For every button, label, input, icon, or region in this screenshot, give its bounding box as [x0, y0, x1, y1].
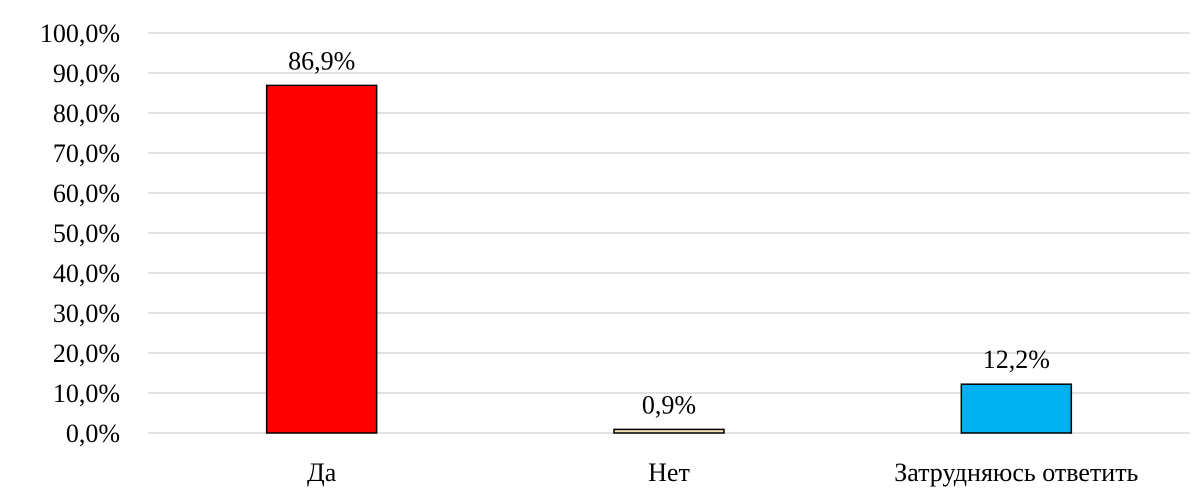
y-tick-label: 60,0%: [53, 179, 120, 208]
bar-value-label: 86,9%: [288, 46, 355, 75]
data-labels: 86,9% 0,9% 12,2%: [288, 46, 1050, 419]
x-category-label: Нет: [648, 458, 690, 487]
y-tick-label: 70,0%: [53, 139, 120, 168]
x-category-label: Да: [307, 458, 337, 487]
y-tick-label: 90,0%: [53, 59, 120, 88]
y-tick-label: 20,0%: [53, 339, 120, 368]
bar: [960, 383, 1073, 434]
y-tick-label: 0,0%: [66, 419, 120, 448]
y-tick-label: 50,0%: [53, 219, 120, 248]
bars: [265, 84, 1073, 434]
y-tick-label: 100,0%: [40, 19, 120, 48]
y-tick-label: 80,0%: [53, 99, 120, 128]
x-category-label: Затрудняюсь ответить: [894, 458, 1138, 487]
bar-value-label: 0,9%: [642, 390, 696, 419]
y-tick-label: 30,0%: [53, 299, 120, 328]
x-axis-labels: Да Нет Затрудняюсь ответить: [307, 458, 1139, 487]
bar: [265, 84, 378, 434]
y-tick-label: 40,0%: [53, 259, 120, 288]
y-axis-ticks: 0,0% 10,0% 20,0% 30,0% 40,0% 50,0% 60,0% 70,0% 8…: [40, 19, 120, 448]
y-tick-label: 10,0%: [53, 379, 120, 408]
bar-value-label: 12,2%: [983, 345, 1050, 374]
bar: [613, 428, 725, 434]
